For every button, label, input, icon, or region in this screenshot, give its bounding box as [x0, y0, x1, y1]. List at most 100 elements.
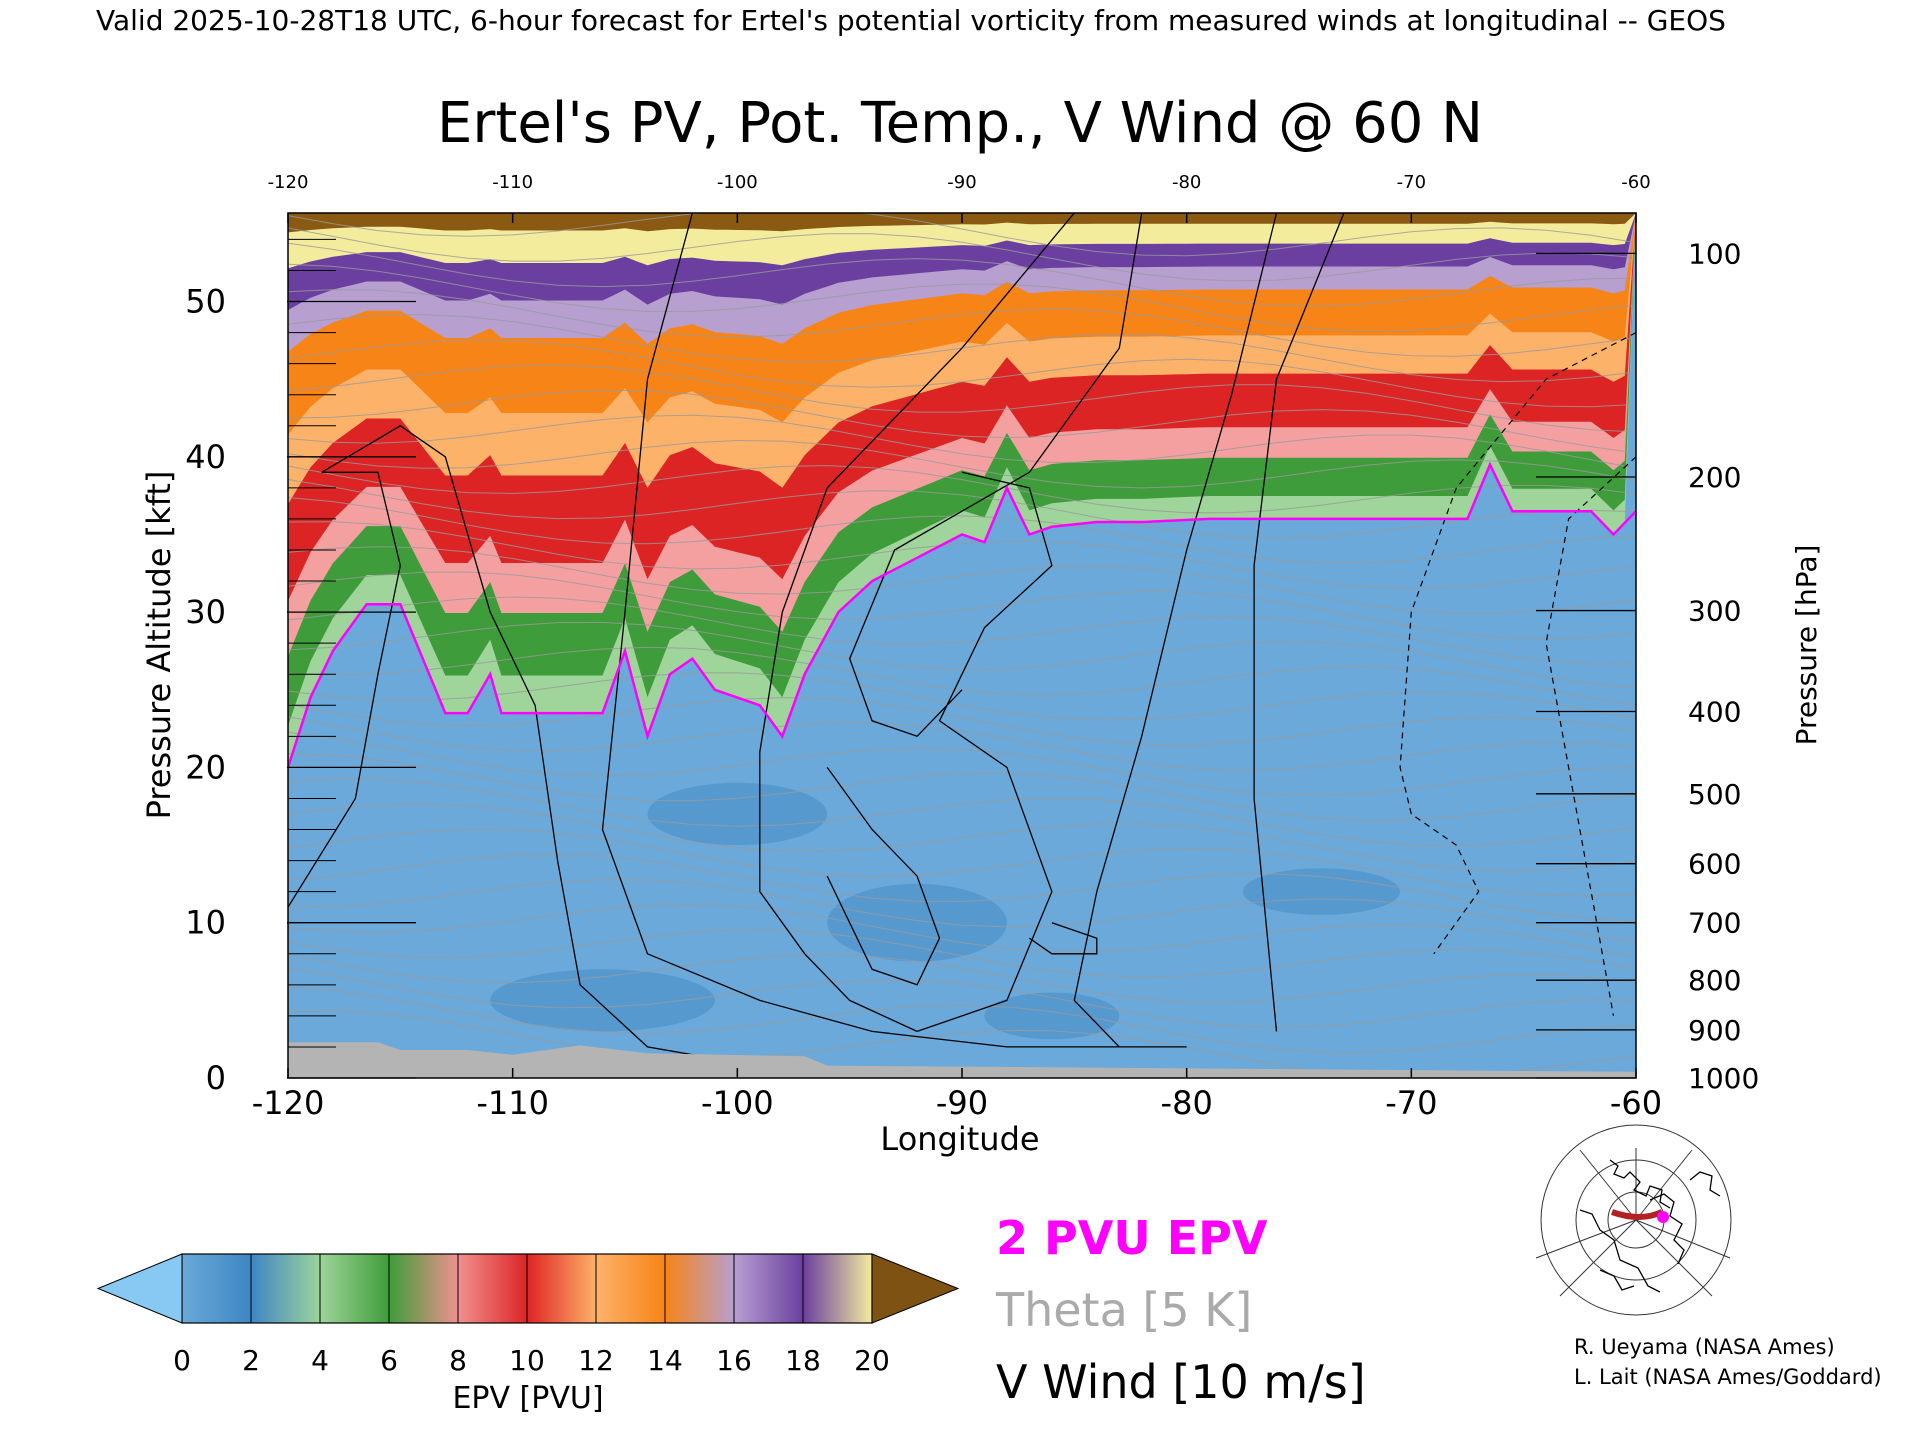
epv-color-field	[288, 213, 1636, 1078]
x-tick-label: -100	[701, 1084, 774, 1122]
theta-line-1	[288, 986, 1636, 1053]
pressure-tick-label: 200	[1688, 461, 1741, 494]
wind-contour-3	[759, 213, 1075, 1032]
theta-line-11	[288, 753, 1636, 822]
colorbar-tick-label: 14	[647, 1344, 683, 1377]
pressure-tick-label: 600	[1688, 848, 1741, 881]
colorbar-segment	[251, 1254, 321, 1323]
x-tick-label: -80	[1161, 1084, 1213, 1122]
y-tick-label: 30	[185, 593, 226, 631]
theta-line-19	[288, 571, 1636, 640]
tropopause-2pvu-line	[288, 461, 1636, 768]
x-tick-label: -90	[936, 1084, 988, 1122]
theta-line-25	[288, 439, 1636, 489]
x-top-tick-label: -100	[717, 172, 758, 193]
wind-contour-5	[916, 471, 1053, 1033]
colorbar-tick-label: 10	[509, 1344, 545, 1377]
inset-map	[1535, 1124, 1732, 1316]
theta-line-14	[288, 697, 1636, 746]
epv-patch-2	[984, 992, 1120, 1040]
wind-contour-6	[1073, 213, 1278, 1048]
theta-line-21	[288, 521, 1636, 590]
epv-patch-0	[490, 969, 715, 1032]
wind-contour-1	[288, 471, 401, 908]
x-axis-label: Longitude	[880, 1120, 1039, 1158]
theta-line-20	[288, 546, 1636, 614]
x-top-tick-label: -60	[1621, 172, 1650, 193]
colorbar-segment	[182, 1254, 252, 1323]
map-grid	[1535, 1124, 1732, 1316]
theta-line-28	[288, 364, 1636, 433]
y-axis-right-pressure: 1000 900 800 700 600 500 400 300 200 100	[1536, 237, 1759, 1095]
wind-contour-2	[601, 213, 1187, 1048]
x-tick-label: -120	[252, 1084, 325, 1122]
colorbar-label: EPV [PVU]	[452, 1381, 603, 1416]
y-tick-label: 50	[185, 283, 226, 321]
x-top-tick-label: -120	[268, 172, 309, 193]
colorbar-over-arrow	[871, 1253, 960, 1324]
theta-line-9	[288, 803, 1636, 872]
x-tick-label: -60	[1610, 1084, 1662, 1122]
colorbar-segment	[734, 1254, 804, 1323]
x-axis-top: -120 -110 -100 -90 -80 -70 -60	[268, 172, 1651, 223]
valid-time-header: Valid 2025-10-28T18 UTC, 6-hour forecast…	[96, 4, 1726, 37]
x-top-tick-label: -90	[947, 172, 976, 193]
terrain-fill	[288, 1042, 1636, 1078]
wind-contour-8	[826, 767, 941, 986]
theta-line-31	[288, 289, 1636, 357]
colorbar-tick-label: 0	[173, 1344, 191, 1377]
x-tick-label: -70	[1385, 1084, 1437, 1122]
theta-line-29	[288, 339, 1636, 408]
theta-line-22	[288, 497, 1636, 564]
theta-line-27	[288, 389, 1636, 454]
x-tick-label: -110	[476, 1084, 549, 1122]
theta-line-6	[288, 879, 1636, 943]
colorbar-tick-label: 2	[242, 1344, 260, 1377]
colorbar: 0 2 4 6 8 10 12 14 16 18 20	[96, 1253, 960, 1377]
y-tick-label: 10	[185, 904, 226, 942]
colorbar-tick-label: 20	[854, 1344, 890, 1377]
theta-line-23	[288, 479, 1636, 539]
map-coastlines	[1579, 1159, 1721, 1293]
terrain-mask	[288, 1042, 1636, 1078]
theta-line-4	[288, 929, 1636, 978]
theta-line-8	[288, 828, 1636, 897]
y-tick-label: 40	[185, 438, 226, 476]
x-top-tick-label: -70	[1397, 172, 1426, 193]
location-marker	[1657, 1211, 1669, 1223]
pressure-tick-label: 300	[1688, 595, 1741, 628]
plot-area	[288, 213, 1636, 1078]
theta-line-34	[288, 227, 1636, 282]
chart-title: Ertel's PV, Pot. Temp., V Wind @ 60 N	[437, 91, 1483, 156]
colorbar-tick-label: 8	[449, 1344, 467, 1377]
theta-line-10	[288, 778, 1636, 847]
theta-line-15	[288, 672, 1636, 721]
wind-contour-0	[321, 425, 738, 1064]
pressure-tick-label: 700	[1688, 907, 1741, 940]
colorbar-under-arrow	[96, 1253, 183, 1324]
y-axis-label-right: Pressure [hPa]	[1790, 545, 1823, 746]
v-wind-contours	[288, 213, 1636, 1064]
wind-contour-7	[1253, 213, 1345, 1032]
theta-line-17	[288, 621, 1636, 689]
colorbar-tick-label: 12	[578, 1344, 614, 1377]
colorbar-segment	[665, 1254, 735, 1323]
colorbar-segment	[458, 1254, 528, 1323]
y-tick-label: 0	[206, 1059, 226, 1097]
pressure-tick-label: 100	[1688, 237, 1741, 270]
legend-wind-label: V Wind [10 m/s]	[996, 1355, 1366, 1409]
pressure-tick-label: 900	[1688, 1014, 1741, 1047]
pressure-tick-label: 400	[1688, 696, 1741, 729]
colorbar-segment	[389, 1254, 459, 1323]
colorbar-tick-label: 6	[380, 1344, 398, 1377]
legend-theta-label: Theta [5 K]	[995, 1283, 1252, 1337]
epv-patch-4	[647, 782, 828, 846]
theta-line-13	[288, 716, 1636, 771]
wind-contour-4	[849, 213, 1143, 738]
pressure-tick-label: 800	[1688, 964, 1741, 997]
theta-line-18	[288, 596, 1636, 665]
x-top-tick-label: -80	[1172, 172, 1201, 193]
colorbar-segment	[803, 1254, 873, 1323]
credit-line-1: R. Ueyama (NASA Ames)	[1574, 1335, 1835, 1359]
